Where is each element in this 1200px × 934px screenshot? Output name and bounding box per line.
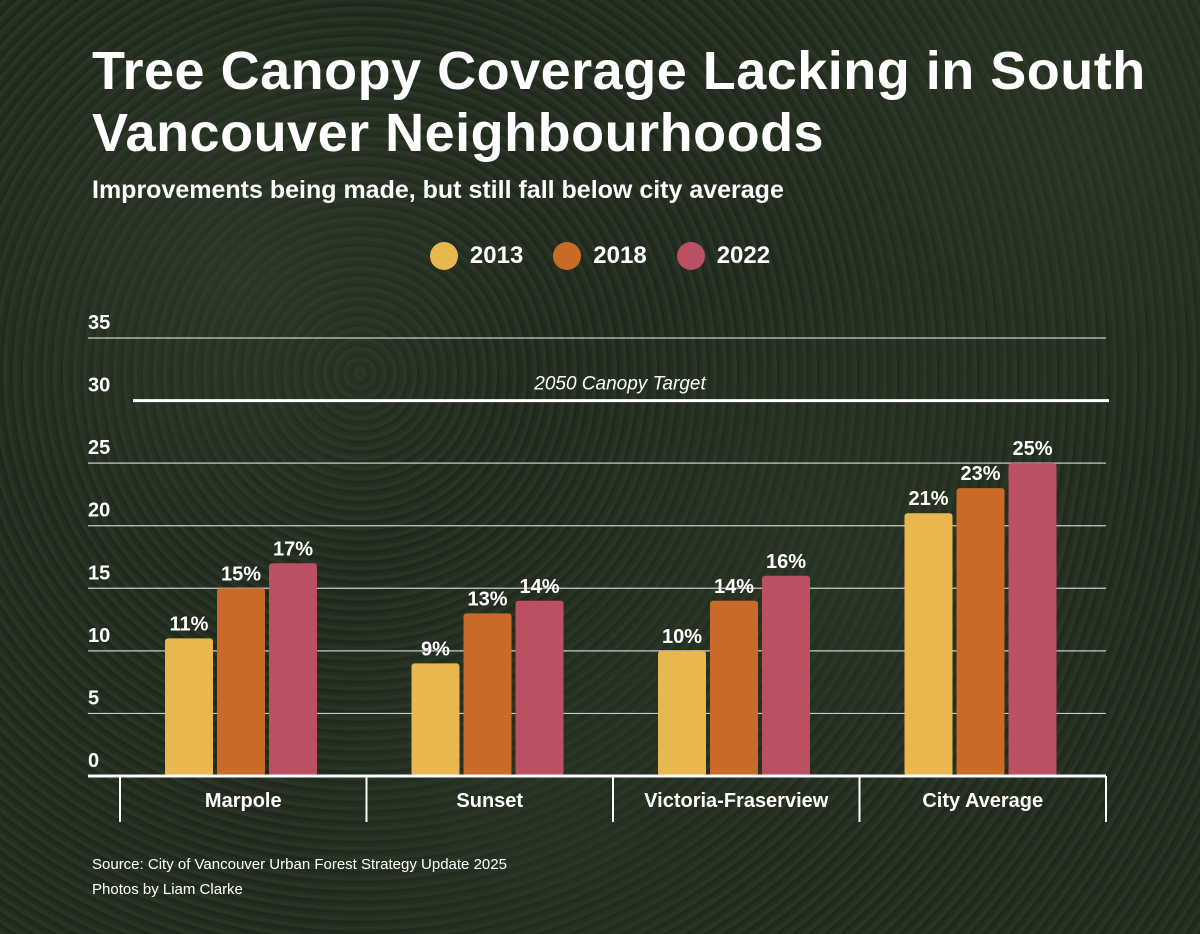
bar-2022 <box>515 600 564 776</box>
bar-2018 <box>217 588 265 776</box>
legend-item-2018: 2018 <box>553 242 647 270</box>
footer: Source: City of Vancouver Urban Forest S… <box>92 852 507 902</box>
x-tick-label: Victoria-Fraserview <box>644 790 829 812</box>
bar-2013 <box>411 663 460 776</box>
bar-2013 <box>165 638 213 776</box>
data-label: 9% <box>421 638 450 660</box>
data-label: 14% <box>714 576 754 598</box>
data-label: 15% <box>221 563 261 585</box>
bar-2013 <box>904 513 953 776</box>
photo-credit: Photos by Liam Clarke <box>92 881 243 898</box>
data-label: 23% <box>960 463 1000 485</box>
data-label: 25% <box>1012 438 1052 460</box>
legend-item-2013: 2013 <box>429 242 524 270</box>
bar-2022 <box>762 575 810 776</box>
bar-2022 <box>1008 463 1057 776</box>
bar-2013 <box>658 650 706 776</box>
chart-title: Tree Canopy Coverage Lacking in South Va… <box>92 41 1146 163</box>
data-label: 14% <box>519 576 559 598</box>
legend-swatch <box>429 242 458 270</box>
legend: 2013 2018 2022 <box>0 242 1200 270</box>
bar-2018 <box>710 600 758 776</box>
legend-label: 2018 <box>593 242 647 269</box>
legend-swatch <box>553 242 582 270</box>
data-label: 16% <box>766 551 806 573</box>
data-label: 21% <box>908 488 948 510</box>
source-note: Source: City of Vancouver Urban Forest S… <box>92 856 507 873</box>
bar-2018 <box>463 613 512 776</box>
legend-swatch <box>676 242 705 270</box>
target-label: 2050 Canopy Target <box>533 374 706 395</box>
data-label: 10% <box>662 626 702 648</box>
y-tick-label: 15 <box>88 562 110 584</box>
y-tick-label: 10 <box>88 625 110 647</box>
y-tick-label: 0 <box>88 750 99 772</box>
legend-label: 2022 <box>716 242 771 269</box>
legend-item-2022: 2022 <box>676 242 771 270</box>
bar-2018 <box>956 488 1005 776</box>
data-label: 17% <box>273 538 313 560</box>
y-tick-label: 25 <box>88 437 110 459</box>
legend-label: 2013 <box>469 242 524 269</box>
data-label: 13% <box>467 588 507 610</box>
y-tick-label: 30 <box>88 375 110 397</box>
x-tick-label: Sunset <box>456 790 523 812</box>
y-tick-label: 5 <box>88 687 99 709</box>
y-tick-label: 20 <box>88 500 110 522</box>
chart-subtitle: Improvements being made, but still fall … <box>92 176 784 204</box>
data-label: 11% <box>170 613 209 635</box>
y-tick-label: 35 <box>88 312 110 334</box>
x-tick-label: Marpole <box>205 790 282 812</box>
bar-2022 <box>269 563 317 776</box>
x-tick-label: City Average <box>922 790 1043 812</box>
